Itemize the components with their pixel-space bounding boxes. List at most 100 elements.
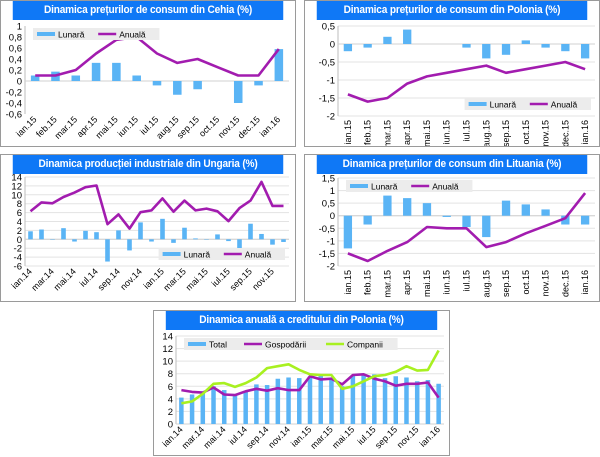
bar-lunară	[30, 75, 40, 81]
bar-lunară	[403, 29, 412, 44]
legend-box	[158, 248, 285, 260]
y-tick-label: 6	[17, 208, 22, 219]
bar-lunară	[580, 44, 590, 59]
x-tick-label: iun.15	[442, 120, 452, 145]
y-tick-label: -4	[14, 253, 22, 264]
bar-total	[297, 378, 302, 424]
line-anuală	[347, 60, 586, 103]
x-tick-label: iun.15	[116, 114, 140, 138]
legend-box	[33, 28, 160, 40]
legend-label: Anuală	[432, 182, 459, 192]
bar-total	[361, 374, 366, 424]
bar-lunară	[71, 75, 81, 81]
bar-lunară	[112, 62, 121, 81]
bar-lunară	[226, 239, 231, 242]
bar-lunară	[215, 234, 220, 240]
bar-lunară	[254, 81, 263, 86]
legend-label: Companii	[347, 340, 383, 350]
bar-lunară	[403, 198, 412, 216]
bar-lunară	[521, 204, 530, 216]
y-tick-label: 2	[17, 226, 22, 237]
y-tick-label: -0,5	[319, 224, 335, 235]
legend-box	[464, 98, 591, 110]
bar-lunară	[383, 36, 392, 44]
y-tick-label: -0,6	[6, 110, 22, 121]
bar-lunară	[39, 229, 44, 240]
y-tick-label: 0	[330, 40, 335, 51]
x-tick-label: apr.15	[402, 270, 412, 295]
bar-lunară	[61, 228, 66, 240]
bar-total	[275, 378, 281, 424]
chart-cehia: -0,6-0,4-0,200,20,40,60,81ian.15feb.15ma…	[6, 22, 289, 141]
x-tick-label: aug.15	[481, 270, 491, 298]
bar-lunară	[274, 49, 284, 81]
y-tick-label: 14	[162, 332, 173, 343]
x-tick-label: sep.15	[373, 424, 399, 450]
x-tick-label: aug.15	[481, 120, 491, 146]
x-tick-label: iul.15	[462, 120, 472, 142]
x-tick-label: mar.15	[53, 114, 80, 141]
x-tick-label: nov.15	[250, 266, 276, 292]
bar-lunară	[363, 44, 372, 48]
x-tick-label: oct.15	[521, 120, 531, 145]
chart-panel-lituania: Dinamica prețurilor de consum din Lituan…	[304, 154, 600, 302]
x-tick-label: dec.15	[560, 120, 570, 146]
bar-lunară	[442, 215, 451, 217]
y-tick-label: -6	[14, 262, 22, 273]
y-tick-label: -0,5	[319, 58, 335, 69]
bar-total	[318, 375, 323, 424]
x-tick-label: mar.14	[29, 266, 56, 293]
y-tick-label: 1	[17, 22, 22, 33]
y-tick-label: 6	[168, 382, 173, 393]
y-tick-label: 0,2	[9, 66, 22, 77]
bar-lunară	[482, 44, 491, 59]
bar-lunară	[541, 44, 550, 48]
x-tick-label: mai.15	[94, 114, 120, 140]
bar-lunară	[270, 239, 275, 245]
x-tick-label: ian.16	[258, 114, 282, 138]
x-tick-label: mai.15	[330, 424, 356, 450]
y-tick-label: 0,6	[9, 44, 22, 55]
legend-label: Lunară	[371, 182, 398, 192]
y-tick-label: 4	[17, 217, 22, 228]
bar-total	[254, 384, 259, 424]
bar-lunară	[422, 203, 432, 216]
x-tick-label: ian.15	[343, 270, 353, 295]
bar-lunară	[127, 239, 132, 251]
bar-lunară	[501, 200, 511, 216]
y-tick-label: 0	[168, 420, 173, 431]
bar-lunară	[521, 40, 530, 44]
x-tick-label: sep.14	[96, 266, 122, 292]
y-tick-label: -1,5	[319, 249, 335, 260]
bar-total	[211, 386, 216, 424]
y-tick-label: 1	[330, 186, 335, 197]
bar-lunară	[248, 223, 253, 240]
y-tick-label: -1,5	[319, 94, 335, 105]
line-anuală	[347, 192, 587, 263]
line-anuală	[35, 35, 280, 77]
bar-total	[414, 381, 420, 424]
x-tick-label: mai.14	[201, 424, 227, 450]
x-tick-label: aug.15	[154, 114, 181, 141]
bar-total	[425, 380, 431, 424]
x-tick-label: mai.15	[422, 270, 432, 297]
x-tick-label: mar.15	[308, 424, 335, 451]
y-tick-label: 0	[17, 235, 22, 246]
x-tick-label: ian.16	[418, 424, 442, 448]
x-tick-label: mar.15	[382, 270, 392, 298]
bar-lunară	[561, 44, 570, 52]
bar-total	[436, 383, 441, 424]
bar-total	[350, 375, 356, 424]
x-tick-label: nov.14	[118, 266, 144, 292]
y-tick-label: -0,2	[6, 88, 22, 99]
bar-lunară	[383, 195, 392, 216]
chart-title: Dinamica prețurilor de consum din Lituan…	[316, 155, 588, 174]
legend-box	[346, 180, 473, 192]
x-tick-label: sep.15	[501, 270, 511, 297]
y-tick-label: 10	[162, 357, 173, 368]
x-tick-label: mai.14	[52, 266, 78, 292]
bar-lunară	[343, 44, 353, 52]
bar-total	[393, 376, 399, 424]
chart-title: Dinamica prețurilor de consum din Cehia …	[12, 1, 284, 20]
